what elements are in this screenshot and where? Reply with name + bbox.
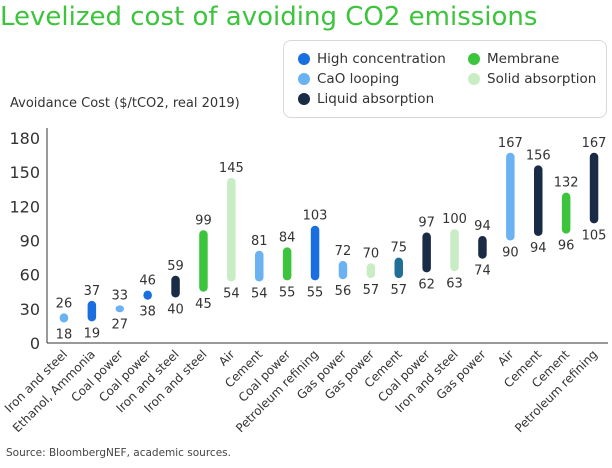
y-tick-label: 30 [20, 300, 40, 319]
bar-low-label: 19 [84, 326, 101, 341]
bar-12 [366, 263, 376, 279]
bar-high-label: 59 [167, 259, 184, 274]
bar-low-label: 56 [335, 284, 352, 299]
bar-low-label: 55 [279, 285, 296, 300]
bar-high-label: 70 [363, 246, 380, 261]
bar-low-label: 38 [139, 305, 156, 320]
bar-high-label: 103 [303, 209, 328, 224]
bar-high-label: 33 [111, 288, 128, 303]
bar-low-label: 90 [502, 246, 519, 261]
legend-label: High concentration [317, 51, 446, 67]
bar-16 [478, 235, 487, 259]
bar-low-label: 54 [251, 287, 268, 302]
y-tick-label: 60 [20, 266, 40, 285]
bar-high-label: 99 [195, 213, 212, 228]
bar-20 [589, 152, 599, 224]
bar-high-label: 26 [56, 296, 73, 311]
bar-13 [394, 257, 403, 279]
legend-item-cao-looping: CaO looping [298, 71, 399, 87]
bar-high-label: 84 [279, 230, 296, 245]
bar-high-label: 145 [219, 161, 244, 176]
source-note: Source: BloombergNEF, academic sources. [6, 447, 231, 459]
bar-high-label: 37 [84, 284, 101, 299]
legend-item-membrane: Membrane [468, 51, 559, 67]
bar-high-label: 97 [418, 216, 435, 231]
bar-low-label: 63 [446, 276, 463, 291]
x-tick-label: Air [216, 347, 238, 369]
bar-7 [227, 177, 236, 282]
legend: High concentration Membrane CaO looping … [283, 40, 607, 118]
bar-low-label: 74 [474, 264, 491, 279]
bar-19 [561, 192, 571, 234]
bar-high-label: 72 [335, 244, 352, 259]
bar-low-label: 18 [56, 328, 73, 343]
bar-11 [338, 261, 348, 280]
bar-high-label: 167 [498, 136, 523, 151]
y-tick-label: 0 [30, 334, 40, 353]
bar-high-label: 46 [139, 274, 156, 289]
bar-18 [534, 165, 543, 236]
bar-low-label: 62 [418, 277, 435, 292]
bar-high-label: 167 [582, 136, 607, 151]
y-axis-title: Avoidance Cost ($/tCO2, real 2019) [10, 96, 240, 111]
legend-item-liquid-absorption: Liquid absorption [298, 91, 434, 107]
bar-17 [506, 152, 515, 241]
bar-low-label: 40 [167, 302, 184, 317]
y-tick-label: 180 [9, 129, 40, 148]
legend-swatch-membrane [468, 53, 480, 65]
bar-4 [143, 290, 152, 300]
bar-6 [199, 230, 208, 292]
bar-low-label: 45 [195, 297, 212, 312]
legend-swatch-cao-looping [298, 73, 310, 85]
legend-label: Solid absorption [487, 71, 597, 87]
bar-2 [87, 300, 97, 322]
bar-high-label: 132 [554, 176, 579, 191]
bar-14 [422, 232, 431, 273]
bar-low-label: 54 [223, 287, 240, 302]
bar-low-label: 94 [530, 241, 547, 256]
y-tick-label: 150 [9, 163, 40, 182]
bar-low-label: 57 [390, 283, 407, 298]
bar-15 [450, 229, 459, 272]
legend-label: Liquid absorption [317, 91, 435, 107]
x-tick-label: Air [495, 347, 517, 369]
bar-high-label: 156 [526, 148, 551, 163]
bar-5 [171, 275, 180, 298]
legend-swatch-solid-absorption [468, 73, 480, 85]
legend-item-solid-absorption: Solid absorption [468, 71, 596, 87]
bar-low-label: 55 [307, 285, 324, 300]
y-tick-label: 120 [9, 197, 40, 216]
legend-label: Membrane [487, 51, 560, 67]
legend-item-high-concentration: High concentration [298, 51, 446, 67]
bar-low-label: 105 [582, 228, 607, 243]
bar-1 [59, 313, 69, 323]
bar-8 [255, 250, 264, 282]
bar-10 [310, 225, 320, 281]
legend-swatch-liquid-absorption [298, 93, 310, 105]
chart-title: Levelized cost of avoiding CO2 emissions [0, 2, 538, 32]
bar-low-label: 27 [111, 317, 128, 332]
bar-low-label: 57 [363, 283, 380, 298]
bar-9 [282, 247, 292, 281]
bar-high-label: 81 [251, 234, 268, 249]
bar-high-label: 94 [474, 219, 491, 234]
legend-label: CaO looping [317, 71, 400, 87]
bar-3 [115, 305, 124, 313]
bar-high-label: 100 [442, 212, 467, 227]
legend-swatch-high-concentration [298, 53, 310, 65]
bar-low-label: 96 [558, 239, 575, 254]
bar-high-label: 75 [390, 241, 407, 256]
y-tick-label: 90 [20, 232, 40, 251]
